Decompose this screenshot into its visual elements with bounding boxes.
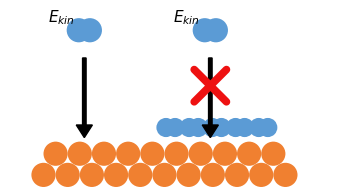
Circle shape (156, 118, 175, 137)
Circle shape (261, 142, 285, 166)
Circle shape (235, 118, 254, 137)
Circle shape (78, 18, 102, 42)
Circle shape (189, 118, 208, 137)
Circle shape (67, 18, 91, 42)
Circle shape (249, 163, 273, 187)
Circle shape (226, 118, 245, 137)
Text: $E_{\mathregular{kin}}$: $E_{\mathregular{kin}}$ (172, 8, 199, 27)
Circle shape (237, 142, 261, 166)
Circle shape (31, 163, 56, 187)
Circle shape (140, 142, 165, 166)
Circle shape (193, 18, 217, 42)
Circle shape (204, 18, 228, 42)
FancyArrow shape (76, 58, 92, 138)
Circle shape (166, 118, 185, 137)
Circle shape (273, 163, 298, 187)
Circle shape (189, 142, 213, 166)
Circle shape (203, 118, 222, 137)
Circle shape (249, 118, 268, 137)
Circle shape (104, 163, 128, 187)
Circle shape (180, 118, 199, 137)
Circle shape (165, 142, 189, 166)
Circle shape (201, 163, 225, 187)
Circle shape (44, 142, 68, 166)
Circle shape (258, 118, 277, 137)
Circle shape (225, 163, 249, 187)
Circle shape (68, 142, 92, 166)
Circle shape (176, 163, 201, 187)
Circle shape (128, 163, 152, 187)
Circle shape (92, 142, 116, 166)
Circle shape (56, 163, 80, 187)
Circle shape (212, 118, 231, 137)
Circle shape (80, 163, 104, 187)
Text: $E_{\mathregular{kin}}$: $E_{\mathregular{kin}}$ (48, 8, 74, 27)
Circle shape (152, 163, 176, 187)
FancyArrow shape (202, 58, 218, 138)
Circle shape (213, 142, 237, 166)
Circle shape (116, 142, 140, 166)
